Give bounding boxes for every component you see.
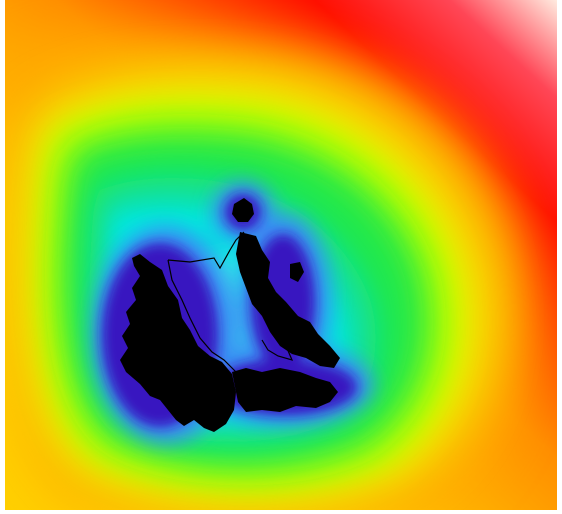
- region-boundary-outline: [167, 231, 294, 373]
- landmass-south: [232, 368, 338, 412]
- islet-north: [232, 198, 254, 222]
- landmass-west: [120, 254, 236, 432]
- islet-east: [290, 262, 304, 282]
- landmasses: [120, 198, 340, 432]
- landmass-east-spine: [236, 232, 340, 368]
